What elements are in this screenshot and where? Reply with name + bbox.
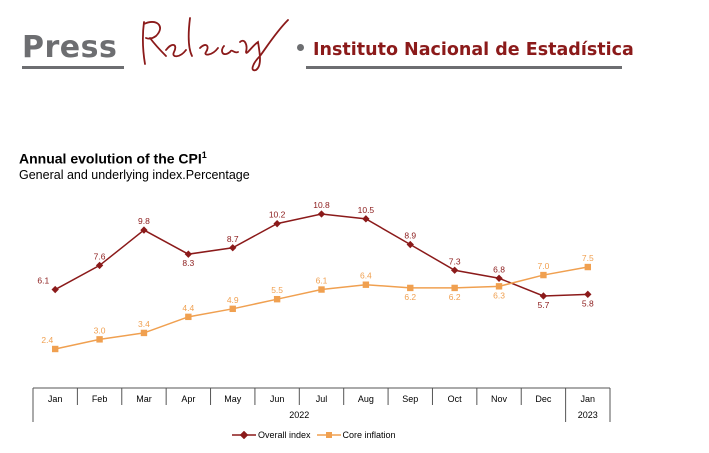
overall-index-point	[273, 219, 281, 228]
x-tick-label: Jan	[48, 394, 63, 404]
core-inflation-data-label: 4.9	[227, 295, 239, 305]
press-release-header: Press Instituto Nacional de Estadística	[0, 0, 709, 80]
x-year-label: 2022	[289, 410, 309, 420]
header-rule-left	[22, 66, 124, 69]
core-inflation-data-label: 7.5	[582, 253, 594, 263]
overall-index-data-label: 10.8	[313, 200, 330, 210]
overall-index-point	[362, 215, 370, 223]
core-inflation-point	[140, 329, 148, 337]
core-inflation-data-label: 6.2	[449, 292, 461, 302]
overall-index-data-label: 7.3	[449, 256, 461, 266]
core-inflation-point	[318, 286, 325, 293]
organization-name: Instituto Nacional de Estadística	[313, 40, 634, 60]
core-inflation-point	[540, 271, 547, 279]
x-tick-label: Oct	[448, 394, 463, 404]
overall-index-point	[317, 210, 326, 218]
core-inflation-data-label: 5.5	[271, 285, 283, 295]
core-inflation-data-label: 6.2	[404, 292, 416, 302]
legend-label-overall: Overall index	[258, 430, 311, 440]
core-inflation-data-label: 6.1	[316, 276, 328, 286]
x-tick-label: Feb	[92, 394, 108, 404]
core-inflation-point	[362, 281, 370, 288]
core-inflation-data-label: 3.0	[94, 325, 106, 335]
core-inflation-point	[451, 284, 458, 292]
chart-subtitle: General and underlying index.Percentage	[19, 168, 250, 182]
overall-index-data-label: 5.7	[538, 300, 550, 310]
overall-index-point	[184, 250, 193, 258]
overall-index-data-label: 8.9	[404, 231, 416, 241]
core-inflation-data-label: 6.3	[493, 290, 505, 300]
overall-index-point	[450, 266, 459, 274]
x-tick-label: Jun	[270, 394, 285, 404]
overall-index-data-label: 5.8	[582, 298, 594, 308]
x-tick-label: Dec	[535, 394, 552, 404]
overall-index-data-label: 6.8	[493, 264, 505, 274]
overall-index-data-label: 6.1	[37, 276, 49, 286]
overall-index-point	[229, 244, 237, 252]
chart-title: Annual evolution of the CPI1	[19, 150, 207, 167]
x-tick-label: Apr	[181, 394, 195, 404]
legend-swatch-core	[316, 432, 341, 438]
overall-index-data-label: 8.7	[227, 234, 239, 244]
x-tick-label: May	[224, 394, 242, 404]
overall-index-data-label: 10.2	[269, 210, 286, 220]
x-tick-label: Jul	[316, 394, 328, 404]
core-inflation-data-label: 7.0	[538, 261, 550, 271]
chart-legend: Overall index Core inflation	[232, 430, 396, 440]
overall-index-data-label: 9.8	[138, 216, 150, 226]
legend-label-core: Core inflation	[342, 430, 396, 440]
core-inflation-point	[185, 313, 192, 321]
x-year-label: 2023	[578, 410, 598, 420]
core-inflation-point	[407, 284, 414, 292]
press-label: Press	[22, 30, 118, 65]
overall-index-point	[51, 285, 59, 294]
core-inflation-data-label: 3.4	[138, 319, 150, 329]
overall-index-data-label: 8.3	[182, 258, 194, 268]
x-tick-label: Mar	[136, 394, 152, 404]
core-inflation-data-label: 4.4	[182, 303, 194, 313]
x-tick-label: Jan	[581, 394, 596, 404]
header-bullet	[297, 44, 304, 51]
overall-index-point	[140, 226, 148, 234]
core-inflation-point	[584, 263, 592, 271]
legend-swatch-overall	[232, 431, 256, 439]
header-rule-right	[306, 66, 622, 69]
core-inflation-point	[229, 305, 236, 313]
x-tick-label: Nov	[491, 394, 508, 404]
overall-index-point	[406, 240, 414, 249]
x-tick-label: Aug	[358, 394, 374, 404]
overall-index-point	[495, 274, 503, 282]
core-inflation-data-label: 2.4	[41, 335, 53, 345]
core-inflation-point	[495, 283, 503, 290]
core-inflation-data-label: 6.4	[360, 271, 372, 281]
x-tick-label: Sep	[402, 394, 418, 404]
core-inflation-point	[51, 345, 59, 353]
release-signature-logo	[142, 17, 289, 72]
core-inflation-point	[96, 336, 103, 343]
legend-item-core: Core inflation	[316, 430, 396, 440]
overall-index-data-label: 10.5	[358, 205, 375, 215]
overall-index-data-label: 7.6	[94, 251, 106, 261]
core-inflation-point	[273, 295, 281, 303]
overall-index-point	[539, 292, 548, 300]
legend-item-overall: Overall index	[232, 430, 311, 440]
title-footnote-mark: 1	[201, 150, 207, 160]
overall-index-point	[584, 290, 592, 299]
